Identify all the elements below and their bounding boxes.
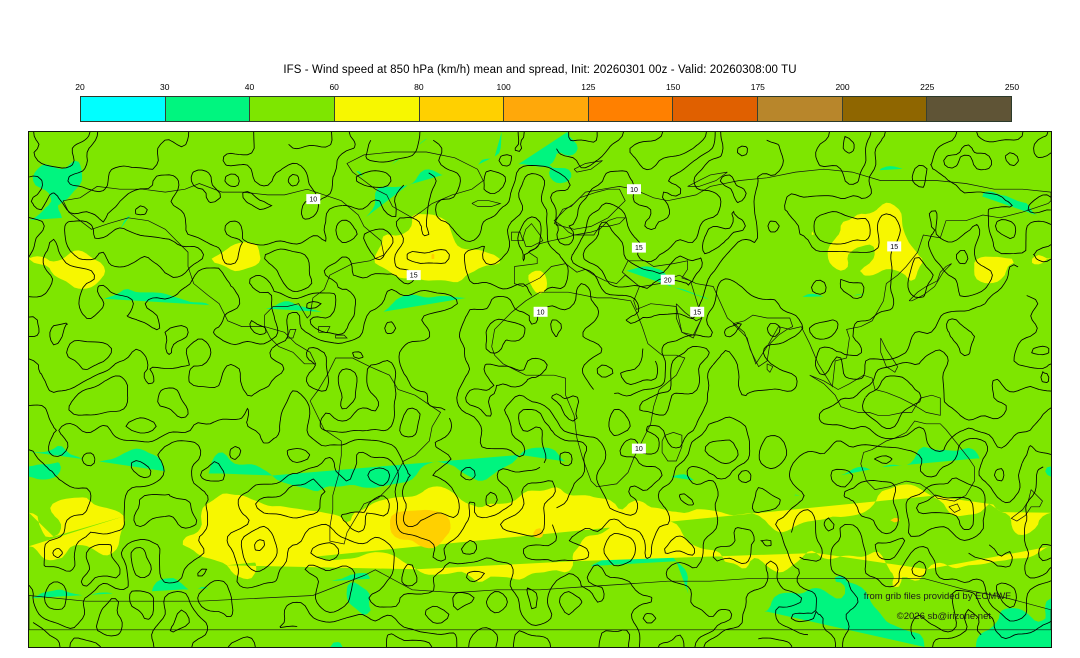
svg-text:15: 15 [410,273,418,280]
coastline-segment [286,329,297,339]
colorbar-tick-250: 250 [1004,82,1020,92]
colorbar-band-125-150 [588,97,674,121]
watermark-copyright: ©2026 sb@irizone.net [897,611,992,622]
colorbar-band-175-200 [758,97,843,121]
contour-label-15: 15 [690,306,705,317]
colorbar-tick-80: 80 [414,82,424,92]
colorbar-bands [80,96,1012,122]
svg-text:15: 15 [693,309,701,316]
colorbar-tick-200: 200 [835,82,850,92]
contour-label-15: 15 [631,242,646,253]
svg-text:10: 10 [630,187,638,194]
svg-text:10: 10 [635,446,643,453]
spread-contour-5 [68,132,982,647]
contour-label-15: 15 [887,241,902,252]
colorbar-band-80-100 [419,97,505,121]
colorbar-tick-125: 125 [581,82,596,92]
colorbar-band-20-30 [81,97,166,121]
colorbar-tick-150: 150 [665,82,681,92]
spread-contour-15 [29,132,1051,647]
coastline-segment [553,188,626,230]
coastline-segment [491,291,686,488]
contour-label-10: 10 [627,184,641,195]
contour-label-10: 10 [631,443,646,454]
wind-speed-contour-map[interactable]: 10 10 10 10 15 15 15 15 20 from grib files provi… [29,132,1051,647]
coastline-segment [335,334,348,339]
contour-label-20: 20 [660,274,675,285]
coastline-segment [661,432,683,462]
colorbar-band-150-175 [673,97,759,121]
colorbar-tick-40: 40 [244,82,255,92]
svg-text:15: 15 [635,245,643,252]
colorbar-band-200-225 [842,97,928,121]
speed-band-60 [29,202,1051,588]
colorbar-tick-labels: 20 30 40 60 80 100 125 150 175 200 225 250 [75,82,1019,95]
colorbar-band-100-125 [504,97,589,121]
coastline-segment [1010,489,1043,522]
contour-label-10: 10 [306,194,321,205]
coastline-segment [471,200,502,207]
contour-label-15: 15 [406,270,421,281]
coastline-segment [908,263,952,302]
colorbar-tick-100: 100 [496,82,511,92]
colorbar-tick-225: 225 [920,82,935,92]
colorbar-band-225-250 [927,97,1012,121]
colorbar-band-30-40 [165,97,251,121]
colorbar-tick-60: 60 [329,82,339,92]
colorbar: 20 30 40 60 80 100 125 150 175 200 225 250 [75,82,1019,124]
speed-band-80 [390,253,900,549]
svg-text:10: 10 [309,197,317,204]
spread-contour-20 [29,174,1051,647]
coastline-segment [732,314,794,368]
coastline-segment [514,168,1051,388]
coastline-segment [511,231,524,242]
coastline-segment [522,223,544,247]
coastline-segment [573,160,603,173]
svg-text:20: 20 [664,277,672,284]
svg-text:15: 15 [890,244,898,251]
map-panel[interactable]: 10 10 10 10 15 15 15 15 20 from grib files provi… [28,131,1052,648]
colorbar-tick-175: 175 [750,82,765,92]
colorbar-tick-20: 20 [75,82,85,92]
coastline-segment [29,569,1051,631]
spread-contour-10 [29,132,1051,647]
contour-label-10: 10 [533,306,548,317]
colorbar-tick-30: 30 [159,82,170,92]
svg-text:10: 10 [537,309,545,316]
coastline-segment [675,303,703,336]
coastline-segment [766,363,774,373]
coastline-segment [880,337,899,373]
colorbar-band-40-60 [250,97,335,121]
watermark-source: from grib files provided by ECMWF [864,591,1011,602]
colorbar-band-60-80 [334,97,420,121]
coastline-segment [687,171,728,187]
spread-contour-25 [254,249,1051,562]
coastline-segment [346,151,484,219]
coastline-segment [860,420,975,502]
page-title: IFS - Wind speed at 850 hPa (km/h) mean … [283,64,797,76]
coastline-segment [948,503,961,513]
